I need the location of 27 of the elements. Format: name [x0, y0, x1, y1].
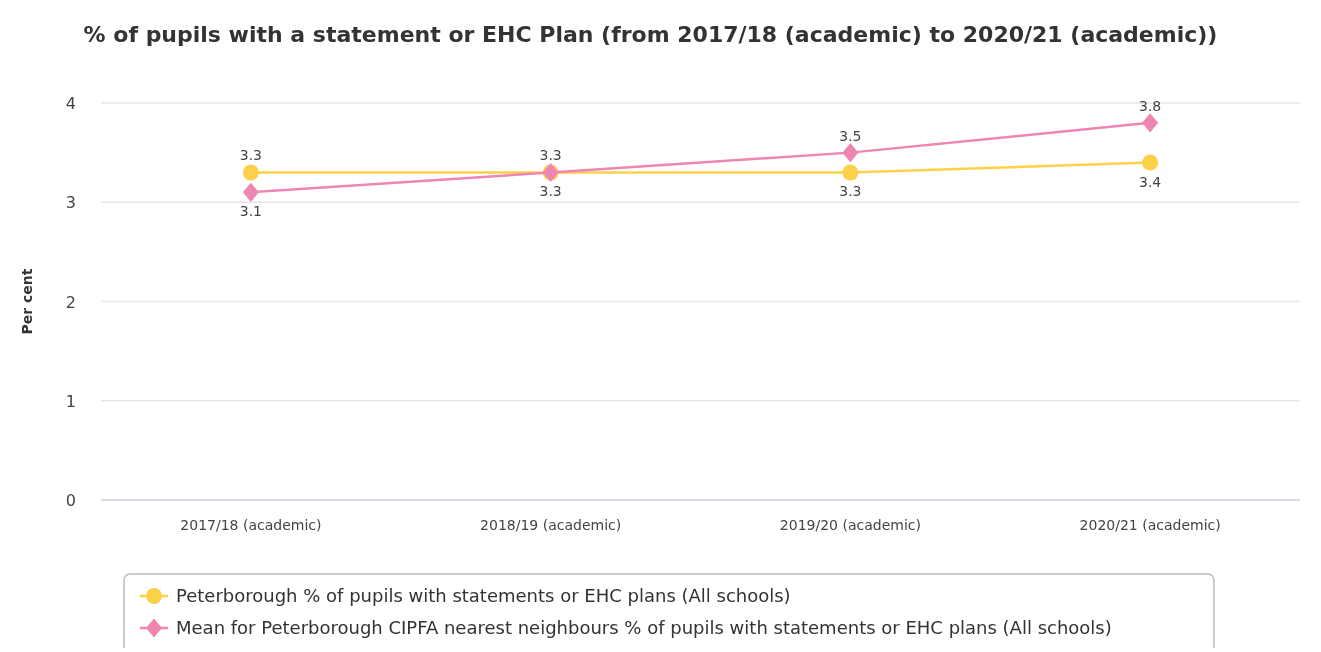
data-label: 3.4	[1138, 173, 1162, 190]
data-label: 3.1	[239, 203, 263, 220]
point	[242, 164, 259, 181]
x-tick-label: 2018/19 (academic)	[480, 517, 622, 533]
y-tick-label: 4	[65, 94, 76, 113]
y-axis-title: Per cent	[19, 268, 35, 335]
data-label: 3.3	[539, 147, 562, 164]
legend-label: Peterborough % of pupils with statements or EHC plans (All schools)	[176, 585, 791, 606]
point	[842, 143, 859, 163]
x-tick-label: 2017/18 (academic)	[180, 517, 322, 533]
point	[242, 182, 259, 202]
legend-label: Mean for Peterborough CIPFA nearest neighbours % of pupils with statements or EHC plans (All schools)	[176, 617, 1112, 638]
data-label: 3.3	[839, 183, 862, 200]
y-tick-label: 1	[65, 391, 76, 411]
data-label: 3.3	[539, 183, 562, 200]
point	[1142, 154, 1159, 171]
data-label: 3.5	[839, 127, 862, 144]
y-tick-label: 2	[65, 292, 76, 312]
data-label: 3.8	[1138, 97, 1162, 114]
data-label: 3.3	[239, 147, 263, 164]
x-tick-label: 2020/21 (academic)	[1079, 517, 1221, 533]
point	[1142, 113, 1159, 133]
y-tick-label: 3	[65, 193, 76, 213]
point	[842, 164, 859, 181]
chart-title: % of pupils with a statement or EHC Plan (from 2017/18 (academic) to 2020/21 (academic))	[83, 22, 1218, 47]
y-tick-label: 0	[65, 491, 76, 510]
x-tick-label: 2019/20 (academic)	[779, 517, 921, 533]
